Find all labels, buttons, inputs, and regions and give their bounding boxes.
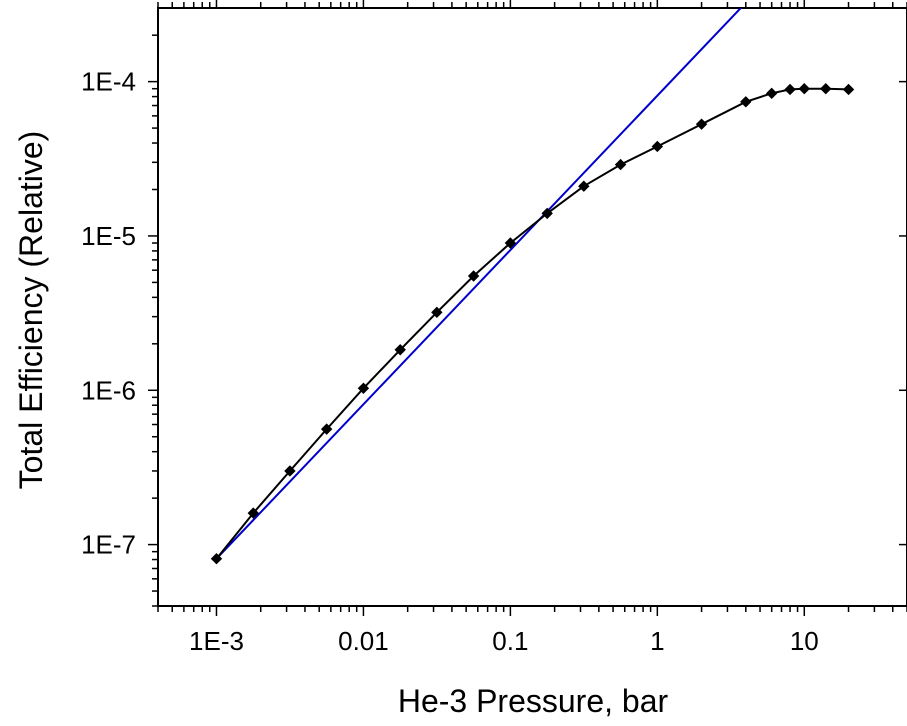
y-axis-title: Total Efficiency (Relative) (13, 131, 49, 490)
data-point (614, 158, 627, 171)
data-point (541, 207, 553, 220)
x-tick-label: 0.1 (492, 626, 528, 656)
data-point (210, 553, 223, 565)
data-point (798, 82, 810, 95)
series-layer (210, 8, 855, 565)
x-axis-title: He-3 Pressure, bar (398, 683, 669, 719)
y-tick-label: 1E-7 (81, 530, 136, 560)
data-point (394, 344, 406, 356)
x-tick-label: 1E-3 (189, 626, 244, 656)
y-tick-label: 1E-4 (81, 67, 136, 97)
data-point (247, 507, 259, 519)
x-tick-label: 1 (650, 626, 664, 656)
axis-ticks (148, 0, 907, 616)
x-tick-label: 10 (790, 626, 819, 656)
data-point (695, 118, 708, 130)
data-point (431, 306, 443, 319)
tick-labels: 1E-3 0.01 0.1 1 10 1E-7 1E-6 1E-5 1E-4 (81, 67, 819, 656)
x-tick-label: 0.01 (338, 626, 389, 656)
series-line (215, 87, 849, 560)
data-point (765, 87, 778, 100)
data-point (504, 237, 517, 249)
data-point (357, 382, 370, 394)
plot-frame (157, 7, 907, 607)
data-point (820, 82, 832, 95)
data-point (651, 140, 664, 153)
data-point (578, 180, 590, 192)
data-point (467, 270, 480, 282)
data-point (740, 96, 752, 108)
data-point (784, 83, 796, 96)
data-point (320, 423, 333, 435)
y-tick-label: 1E-6 (81, 375, 136, 405)
reference-line (215, 8, 743, 560)
y-tick-label: 1E-5 (81, 221, 136, 251)
data-point (284, 465, 296, 477)
data-point (842, 83, 855, 96)
